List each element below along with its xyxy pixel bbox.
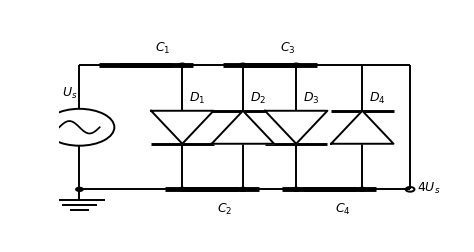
- Text: $D_2$: $D_2$: [249, 91, 266, 106]
- Circle shape: [179, 63, 186, 67]
- Text: $D_1$: $D_1$: [189, 91, 205, 106]
- Circle shape: [179, 187, 186, 191]
- Polygon shape: [331, 111, 393, 144]
- Circle shape: [76, 187, 83, 191]
- Text: $C_1$: $C_1$: [155, 41, 170, 56]
- Circle shape: [239, 187, 246, 191]
- Circle shape: [292, 63, 300, 67]
- Circle shape: [359, 187, 366, 191]
- Text: $U_s$: $U_s$: [62, 86, 77, 101]
- Text: $C_3$: $C_3$: [280, 41, 295, 56]
- Polygon shape: [265, 111, 328, 144]
- Text: $4U_s$: $4U_s$: [417, 181, 440, 196]
- Text: $C_4$: $C_4$: [335, 202, 350, 217]
- Text: $D_4$: $D_4$: [369, 91, 385, 106]
- Text: $D_3$: $D_3$: [303, 91, 319, 106]
- Text: $C_2$: $C_2$: [217, 202, 233, 217]
- Circle shape: [239, 63, 246, 67]
- Polygon shape: [212, 111, 274, 144]
- Circle shape: [292, 187, 300, 191]
- Polygon shape: [151, 111, 213, 144]
